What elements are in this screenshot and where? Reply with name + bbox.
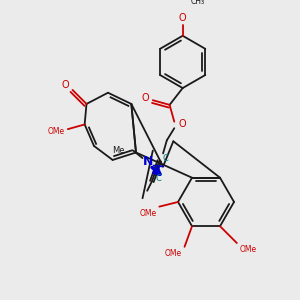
Text: OMe: OMe [165,249,182,258]
Text: OMe: OMe [47,128,64,136]
Text: C: C [163,154,169,163]
Text: O: O [142,93,149,103]
Text: C: C [155,174,161,183]
Text: OMe: OMe [140,209,157,218]
Text: CH₃: CH₃ [190,0,205,6]
Text: N: N [143,155,153,168]
Text: OMe: OMe [239,245,256,254]
Text: O: O [179,118,187,128]
Text: O: O [179,13,187,23]
Text: Me: Me [112,146,124,155]
Text: O: O [61,80,69,90]
